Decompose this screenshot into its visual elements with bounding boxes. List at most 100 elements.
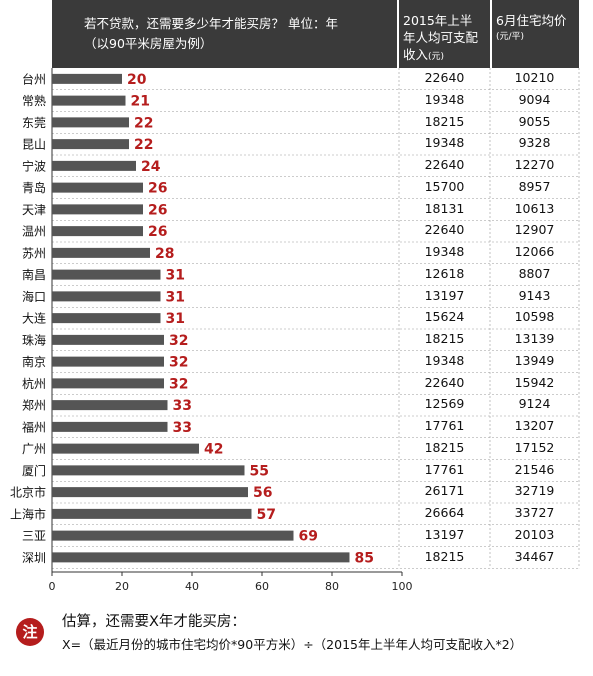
- note-formula: X=（最近月份的城市住宅均价*90平方米）÷（2015年上半年人均可支配收入*2…: [62, 637, 523, 652]
- income-cell: 12618: [424, 265, 465, 281]
- income-cell: 19348: [424, 244, 465, 259]
- income-cell: 19348: [424, 352, 465, 368]
- category-label: 苏州: [22, 246, 46, 260]
- income-cell: 13197: [424, 526, 465, 542]
- category-label: 青岛: [22, 180, 46, 195]
- income-cell: 17761: [424, 418, 465, 433]
- bar: [52, 487, 248, 498]
- price-cell: 32719: [514, 483, 555, 499]
- bar-value-label: 32: [169, 376, 188, 392]
- bar-value-label: 22: [134, 137, 153, 153]
- category-label: 大连: [22, 311, 46, 326]
- income-cell: 18215: [424, 113, 465, 129]
- bar: [52, 139, 129, 150]
- bar-value-label: 26: [148, 202, 167, 218]
- income-cell: 19348: [424, 135, 465, 151]
- price-cell: 34467: [514, 548, 555, 564]
- category-label: 北京市: [10, 485, 46, 500]
- bar-value-label: 26: [148, 181, 167, 197]
- income-cell: 19348: [424, 91, 465, 107]
- bar-value-label: 20: [127, 72, 147, 88]
- category-label: 宁波: [22, 158, 46, 173]
- bar: [52, 465, 245, 476]
- bar: [52, 313, 161, 324]
- bar-value-label: 31: [166, 268, 185, 284]
- category-label: 三亚: [22, 529, 46, 543]
- bar: [52, 356, 164, 367]
- category-label: 上海市: [10, 506, 46, 521]
- bar-value-label: 26: [148, 224, 167, 240]
- income-cell: 22640: [424, 222, 465, 238]
- category-label: 台州: [22, 71, 46, 86]
- bar: [52, 247, 150, 258]
- bar: [52, 160, 136, 171]
- bar: [52, 443, 199, 454]
- income-cell: 15700: [424, 178, 465, 194]
- income-cell: 22640: [424, 374, 465, 390]
- price-cell: 12270: [514, 157, 555, 172]
- income-cell: 18215: [424, 548, 465, 564]
- bar: [52, 73, 122, 84]
- bar: [52, 269, 161, 280]
- income-cell: 18215: [424, 331, 465, 346]
- bar: [52, 378, 164, 389]
- bar: [52, 117, 129, 128]
- bar-value-label: 33: [173, 398, 192, 414]
- price-cell: 9328: [518, 135, 551, 151]
- price-header-line1: 6月住宅均价: [496, 13, 567, 28]
- bar-value-label: 42: [204, 442, 223, 458]
- category-label: 珠海: [22, 332, 46, 347]
- income-header-unit: (元): [428, 52, 445, 62]
- income-header-line1: 2015年上半: [403, 13, 473, 28]
- price-header-unit: (元/平): [496, 32, 525, 42]
- price-cell: 9143: [518, 287, 551, 303]
- bar-value-label: 56: [253, 485, 272, 501]
- category-label: 海口: [22, 289, 46, 304]
- note-badge: 注: [16, 618, 44, 646]
- bar-value-label: 31: [166, 311, 185, 327]
- bar-value-label: 24: [141, 159, 161, 175]
- income-cell: 26664: [424, 505, 465, 520]
- price-cell: 13949: [514, 352, 555, 368]
- income-header-line3: 收入: [403, 47, 429, 62]
- income-cell: 18215: [424, 439, 465, 455]
- category-label: 郑州: [22, 398, 46, 413]
- price-cell: 9094: [518, 91, 551, 107]
- x-tick-label: 0: [49, 580, 56, 593]
- income-cell: 13197: [424, 287, 465, 303]
- category-label: 杭州: [22, 376, 46, 391]
- price-cell: 20103: [514, 526, 555, 542]
- bar: [52, 334, 164, 345]
- price-cell: 15942: [514, 374, 555, 390]
- income-header-line2: 年人均可支配: [403, 30, 479, 45]
- bar: [52, 530, 294, 541]
- x-tick-label: 100: [392, 580, 413, 593]
- category-label: 南京: [22, 354, 46, 369]
- bar: [52, 552, 350, 563]
- price-cell: 13139: [514, 331, 555, 346]
- income-cell: 17761: [424, 461, 465, 477]
- bar-value-label: 31: [166, 289, 185, 305]
- price-cell: 10598: [514, 309, 555, 325]
- bar-value-label: 22: [134, 115, 153, 131]
- price-cell: 21546: [514, 461, 555, 477]
- bar: [52, 291, 161, 302]
- category-label: 天津: [22, 203, 46, 217]
- income-column-header: 2015年上半 年人均可支配 收入(元): [399, 0, 490, 68]
- bar-value-label: 28: [155, 246, 174, 262]
- x-tick-label: 20: [115, 580, 129, 593]
- category-label: 南昌: [22, 267, 46, 282]
- bar: [52, 182, 143, 193]
- bar-chart: 0 20 40 60 80 100 20 台州 21 常熟 22 东莞 22 昆山 24 宁波 26 青岛 26 天津…: [10, 68, 580, 593]
- chart-title: 若不贷款，还需要多少年才能买房？ 单位：年 （以90平米房屋为例）: [84, 14, 338, 54]
- chart-subtitle: （以90平米房屋为例）: [84, 36, 213, 51]
- category-label: 昆山: [22, 138, 46, 152]
- price-cell: 17152: [514, 439, 555, 455]
- category-label: 温州: [22, 225, 46, 239]
- price-cell: 9124: [518, 396, 551, 412]
- bar: [52, 204, 143, 215]
- chart-title-line1: 若不贷款，还需要多少年才能买房？ 单位：年: [84, 16, 338, 31]
- bar: [52, 226, 143, 237]
- category-label: 广州: [22, 442, 46, 456]
- bar-value-label: 33: [173, 420, 192, 436]
